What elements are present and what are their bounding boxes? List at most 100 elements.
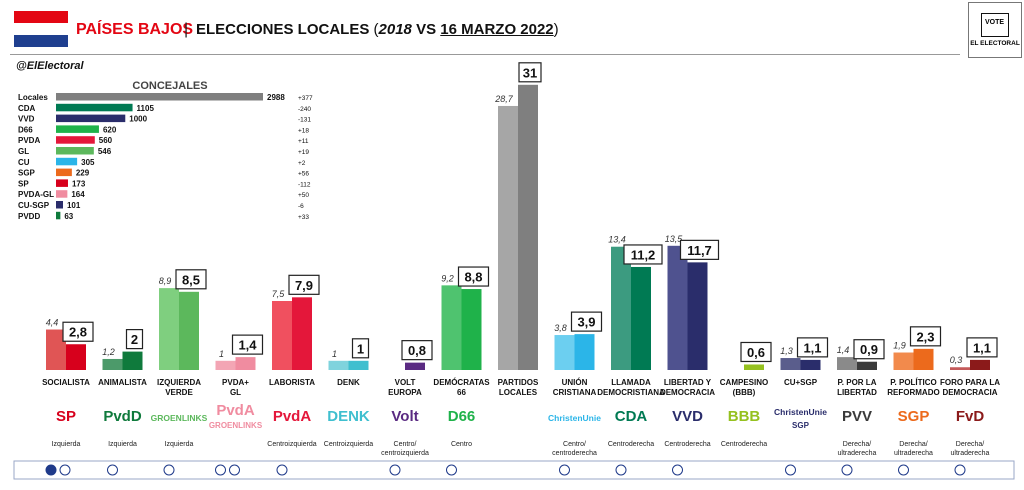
bar-2022-value-label: 1,1 <box>973 340 991 355</box>
bar-2022-value-box <box>518 62 542 83</box>
party-logo-groenlinks: GROENLINKS <box>151 413 208 423</box>
party-label: LABORISTA <box>269 378 315 387</box>
bar-2022-value-label: 0,6 <box>747 345 765 360</box>
bar-2018 <box>498 105 518 371</box>
renew-icon <box>672 464 683 476</box>
hbar-cu-sgp <box>56 201 63 209</box>
hbar-value-label: 229 <box>76 169 90 178</box>
subtitle-year-prev: 2018 <box>378 21 412 38</box>
bar-2022-value-label: 11,2 <box>631 247 656 262</box>
hbar-pvdd <box>56 211 61 220</box>
subtitle-vs: VS <box>416 21 437 38</box>
party-ideology-label: Centroizquierda <box>324 441 374 448</box>
party-label: 66 <box>457 388 466 397</box>
bar-2018-value-label: 28,7 <box>494 94 514 104</box>
hbar-category-label: Locales <box>18 93 48 102</box>
party-ideology-label: Izquierda <box>165 441 194 448</box>
bar-2022-value-box <box>62 321 94 342</box>
party-label: EUROPA <box>388 388 422 397</box>
party-label: FORO PARA LA <box>940 378 1000 387</box>
bar-2022-value-label: 3,9 <box>577 315 595 330</box>
party-logo-sgp: SGP <box>898 408 930 425</box>
bar-2022-value-label: 2,3 <box>916 329 934 344</box>
bar-2022 <box>913 348 934 370</box>
party-label: P. POLÍTICO <box>890 378 937 387</box>
party-logo-fvd: FvD <box>956 408 985 425</box>
hbar-category-label: GL <box>18 147 29 156</box>
bar-2022-value-box <box>457 266 490 287</box>
hbar-change-label: +19 <box>298 149 309 156</box>
party-label: (BBB) <box>733 388 756 397</box>
party-ideology-label: Centroizquierda <box>267 441 317 448</box>
hbar-sgp <box>56 168 72 177</box>
bar-2018-value-label: 1,3 <box>780 346 793 356</box>
bar-2022-value-label: 1 <box>357 341 364 356</box>
bar-2022-value-box <box>401 340 433 361</box>
hbar-change-label: +56 <box>298 171 309 178</box>
bar-2018-value-label: 0,3 <box>950 355 963 365</box>
logo-name-text: EL ELECTORAL <box>970 40 1020 47</box>
party-label: PVDA+ <box>222 378 249 387</box>
hbar-change-label: +11 <box>298 138 309 145</box>
greens-icon <box>389 464 401 476</box>
bar-2022 <box>631 266 651 370</box>
hbar-change-label: +2 <box>298 160 306 167</box>
party-ideology-label: ultraderecha <box>838 450 877 457</box>
bar-2018-value-label: 1 <box>219 349 224 359</box>
bar-2018-value-label: 9,2 <box>441 273 454 283</box>
party-label: LIBERTAD Y <box>664 378 712 387</box>
bar-2022 <box>66 344 86 370</box>
bar-2018 <box>215 360 236 370</box>
party-label: DEMÓCRATAS <box>433 378 490 387</box>
sd-icon <box>276 464 288 476</box>
hbar-change-label: +377 <box>298 95 313 102</box>
logo-vote-text: VOTE <box>985 19 1005 26</box>
party-ideology-label: Izquierda <box>108 441 137 448</box>
bar-2022-value-box <box>570 311 603 332</box>
bar-2022-value-box <box>351 338 370 359</box>
hbar-value-label: 546 <box>98 147 112 156</box>
bar-2022-value-box <box>740 341 772 363</box>
hbar-change-label: -131 <box>298 117 311 124</box>
bar-2022 <box>292 297 312 370</box>
party-label: DEMOCRACIA <box>942 388 997 397</box>
epp-icon <box>559 464 570 476</box>
party-label: LOCALES <box>499 388 538 397</box>
party-label: UNIÓN <box>562 378 588 387</box>
bar-2018-value-label: 1 <box>332 349 337 359</box>
bar-2018 <box>102 358 123 370</box>
party-ideology-label: ultraderecha <box>951 450 990 457</box>
party-logo-vvd: VVD <box>672 408 703 425</box>
bar-2018-value-label: 13,4 <box>608 235 626 245</box>
hbar-value-label: 164 <box>71 190 85 199</box>
hbar-category-label: PVDD <box>18 212 40 221</box>
bar-2022 <box>744 364 764 370</box>
gue-icon <box>59 464 71 476</box>
hbar-title: CONCEJALES <box>132 80 207 92</box>
hbar-cda <box>56 103 133 112</box>
hbar-vvd <box>56 114 126 123</box>
party-label: VERDE <box>165 388 193 397</box>
epp-icon <box>615 464 627 476</box>
hbar-change-label: -6 <box>298 203 304 210</box>
eu-groups-strip <box>13 460 1015 480</box>
bar-2022 <box>235 357 256 370</box>
party-label: GL <box>230 388 241 397</box>
party-label: CU+SGP <box>784 378 818 387</box>
flag-icon <box>45 464 57 476</box>
party-ideology-label: Derecha/ <box>843 441 871 448</box>
bar-2022-value-box <box>288 274 320 295</box>
bar-2018-value-label: 4,4 <box>46 318 59 328</box>
party-logo-cda: CDA <box>615 408 648 425</box>
bar-2018 <box>893 352 914 370</box>
page-subtitle: ELECCIONES LOCALES (2018 VS 16 MARZO 202… <box>196 21 559 38</box>
bar-2018-value-label: 1,4 <box>837 345 850 355</box>
netherlands-flag-icon <box>14 11 68 47</box>
bar-2018-value-label: 1,2 <box>102 347 115 357</box>
bar-2018 <box>950 367 970 370</box>
bar-2022-value-box <box>175 269 207 290</box>
bar-2022 <box>405 362 425 370</box>
greens-icon <box>215 464 226 476</box>
party-label: LLAMADA <box>611 378 651 387</box>
